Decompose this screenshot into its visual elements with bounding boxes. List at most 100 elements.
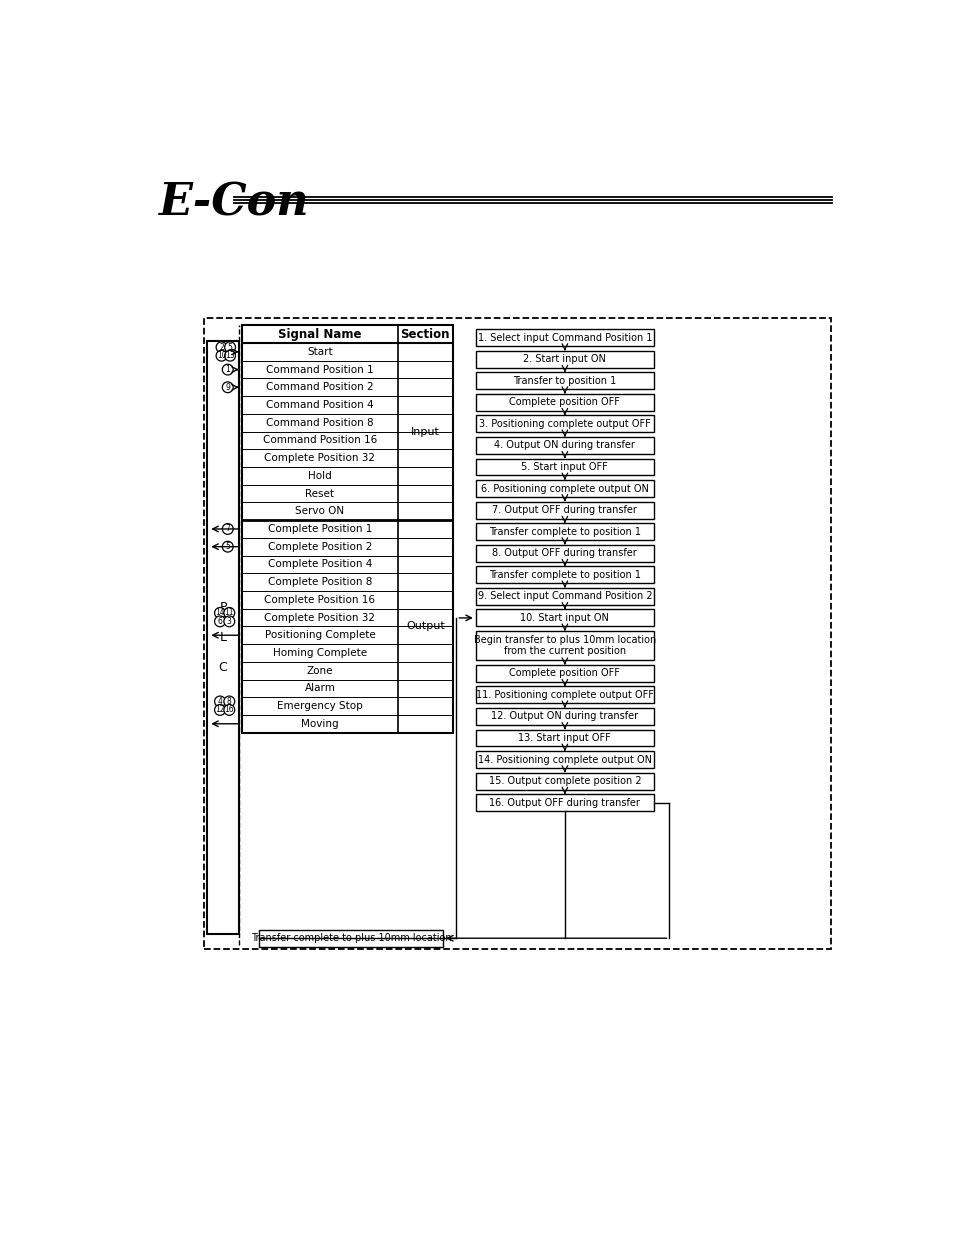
Text: Command Position 8: Command Position 8	[266, 417, 374, 427]
Bar	[476, 730, 654, 746]
Text: Command Position 16: Command Position 16	[263, 436, 376, 446]
Bar	[476, 437, 654, 454]
Text: Complete Position 1: Complete Position 1	[268, 524, 372, 534]
Text: Moving: Moving	[301, 719, 338, 729]
Text: 5: 5	[228, 343, 233, 352]
Circle shape	[224, 342, 235, 353]
Text: Transfer to position 1: Transfer to position 1	[513, 375, 616, 385]
Text: Transfer complete to plus 10mm location: Transfer complete to plus 10mm location	[251, 934, 451, 944]
Text: 11: 11	[224, 609, 233, 618]
Text: Reset: Reset	[305, 489, 335, 499]
Text: 7. Output OFF during transfer: 7. Output OFF during transfer	[492, 505, 637, 515]
Text: 4. Output ON during transfer: 4. Output ON during transfer	[494, 441, 635, 451]
Text: Command Position 1: Command Position 1	[266, 364, 374, 374]
Bar	[476, 687, 654, 704]
Bar	[204, 317, 830, 948]
Text: 2. Start input ON: 2. Start input ON	[523, 354, 606, 364]
Text: 13: 13	[225, 351, 234, 361]
Text: 1: 1	[225, 366, 230, 374]
Circle shape	[224, 697, 234, 706]
Bar	[476, 394, 654, 411]
Text: 4: 4	[217, 697, 222, 706]
Circle shape	[224, 608, 234, 619]
Text: Command Position 4: Command Position 4	[266, 400, 374, 410]
Bar	[476, 524, 654, 540]
Text: 1. Select input Command Position 1: 1. Select input Command Position 1	[477, 332, 652, 342]
Bar	[258, 930, 443, 947]
Circle shape	[222, 541, 233, 552]
Text: 8: 8	[227, 697, 232, 706]
Text: 3: 3	[227, 616, 232, 626]
Text: 3. Positioning complete output OFF: 3. Positioning complete output OFF	[478, 419, 650, 429]
Text: Complete position OFF: Complete position OFF	[509, 668, 619, 678]
Circle shape	[214, 697, 225, 706]
Text: Signal Name: Signal Name	[278, 327, 361, 341]
Bar	[476, 501, 654, 519]
Bar	[476, 415, 654, 432]
Text: Complete Position 16: Complete Position 16	[264, 595, 375, 605]
Text: 6: 6	[217, 616, 222, 626]
Circle shape	[224, 616, 234, 626]
Text: 6. Positioning complete output ON: 6. Positioning complete output ON	[480, 484, 648, 494]
Text: Emergency Stop: Emergency Stop	[276, 701, 362, 711]
Text: 10: 10	[216, 351, 226, 361]
Text: 12. Output ON during transfer: 12. Output ON during transfer	[491, 711, 638, 721]
Text: 5: 5	[225, 542, 230, 551]
Text: Zone: Zone	[307, 666, 333, 676]
Bar	[476, 480, 654, 496]
Bar	[476, 773, 654, 789]
Text: Positioning Complete: Positioning Complete	[264, 630, 375, 640]
Text: 8. Output OFF during transfer: 8. Output OFF during transfer	[492, 548, 637, 558]
Circle shape	[216, 351, 227, 361]
Circle shape	[222, 524, 233, 535]
Bar	[476, 664, 654, 682]
Bar	[476, 751, 654, 768]
Bar	[476, 794, 654, 811]
Circle shape	[214, 616, 225, 626]
Text: Section: Section	[400, 327, 450, 341]
Bar	[476, 351, 654, 368]
Text: Output: Output	[406, 621, 444, 631]
Text: 9: 9	[225, 383, 230, 391]
Text: Complete position OFF: Complete position OFF	[509, 398, 619, 408]
Circle shape	[214, 608, 225, 619]
Text: 9. Select input Command Position 2: 9. Select input Command Position 2	[477, 592, 652, 601]
Text: 10. Start input ON: 10. Start input ON	[520, 613, 609, 622]
Text: 14: 14	[215, 609, 225, 618]
Bar	[476, 708, 654, 725]
Text: Hold: Hold	[308, 471, 332, 480]
Text: 5. Start input OFF: 5. Start input OFF	[521, 462, 608, 472]
Text: Transfer complete to position 1: Transfer complete to position 1	[488, 569, 640, 579]
Text: 2: 2	[219, 343, 224, 352]
Text: 16. Output OFF during transfer: 16. Output OFF during transfer	[489, 798, 639, 808]
Bar	[241, 325, 452, 732]
Text: Homing Complete: Homing Complete	[273, 648, 367, 658]
Circle shape	[224, 704, 234, 715]
Circle shape	[222, 364, 233, 375]
Text: 12: 12	[215, 705, 225, 714]
Text: E-Con: E-Con	[158, 182, 309, 225]
Circle shape	[214, 704, 225, 715]
Bar	[476, 631, 654, 661]
Bar	[476, 458, 654, 475]
Text: 15. Output complete position 2: 15. Output complete position 2	[488, 776, 640, 787]
Bar	[207, 341, 239, 934]
Text: 7: 7	[225, 525, 230, 534]
Bar	[476, 330, 654, 346]
Text: Complete Position 32: Complete Position 32	[264, 613, 375, 622]
Circle shape	[224, 351, 235, 361]
Bar	[476, 545, 654, 562]
Text: Complete Position 8: Complete Position 8	[268, 577, 372, 587]
Text: Complete Position 2: Complete Position 2	[268, 542, 372, 552]
Circle shape	[222, 382, 233, 393]
Text: 16: 16	[224, 705, 233, 714]
Text: Complete Position 32: Complete Position 32	[264, 453, 375, 463]
Bar	[476, 588, 654, 605]
Circle shape	[216, 342, 227, 353]
Text: 13. Start input OFF: 13. Start input OFF	[518, 734, 611, 743]
Text: Command Position 2: Command Position 2	[266, 383, 374, 393]
Text: 11. Positioning complete output OFF: 11. Positioning complete output OFF	[476, 690, 653, 700]
Bar	[476, 567, 654, 583]
Text: Input: Input	[411, 426, 439, 436]
Text: Start: Start	[307, 347, 333, 357]
